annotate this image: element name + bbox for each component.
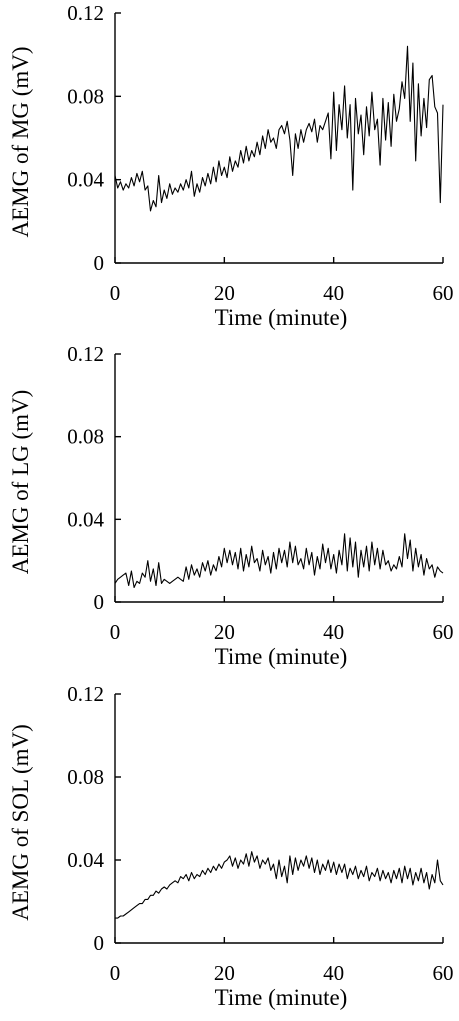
aemg-lg-series-line [114,533,444,589]
y-tick-label: 0.12 [67,682,104,706]
y-tick-label: 0.12 [67,342,104,366]
x-tick-label: 40 [323,961,344,985]
y-tick-label: 0 [94,931,105,955]
x-tick-label: 0 [110,620,121,644]
y-tick-label: 0.12 [67,1,104,25]
y-tick-label: 0.04 [67,168,104,192]
x-tick-label: 0 [110,961,121,985]
x-tick-label: 60 [433,620,454,644]
panel-sol: 0 0.04 0.08 0.12 0 20 40 60 Time (minute) AEMG of… [8,682,454,1010]
y-tick-label: 0.04 [67,848,104,872]
x-tick-label: 40 [323,281,344,305]
x-tick-label: 20 [214,961,235,985]
x-tick-label: 20 [214,620,235,644]
aemg-sol-series-line [115,851,444,919]
x-tick-label: 60 [433,281,454,305]
y-axis-title: AEMG of SOL (mV) [8,724,33,921]
x-axis-title: Time (minute) [215,644,348,669]
y-tick-label: 0.08 [67,425,104,449]
x-tick-label: 0 [110,281,121,305]
panel-mg: 0 0.04 0.08 0.12 0 20 40 60 Time (minute) AEMG of… [8,1,454,330]
y-tick-label: 0 [94,590,105,614]
x-tick-label: 60 [433,961,454,985]
x-axis-title: Time (minute) [215,985,348,1010]
y-tick-label: 0.08 [67,765,104,789]
aemg-mg-series-line [114,45,444,212]
y-axis-title: AEMG of LG (mV) [8,390,33,575]
panel-lg: 0 0.04 0.08 0.12 0 20 40 60 Time (minute) AEMG of… [8,342,454,669]
y-tick-label: 0.08 [67,84,104,108]
x-tick-label: 20 [214,281,235,305]
y-tick-label: 0 [94,251,105,275]
x-tick-label: 40 [323,620,344,644]
x-axis-title: Time (minute) [215,305,348,330]
y-tick-label: 0.04 [67,507,104,531]
y-axis-title: AEMG of MG (mV) [8,46,33,237]
